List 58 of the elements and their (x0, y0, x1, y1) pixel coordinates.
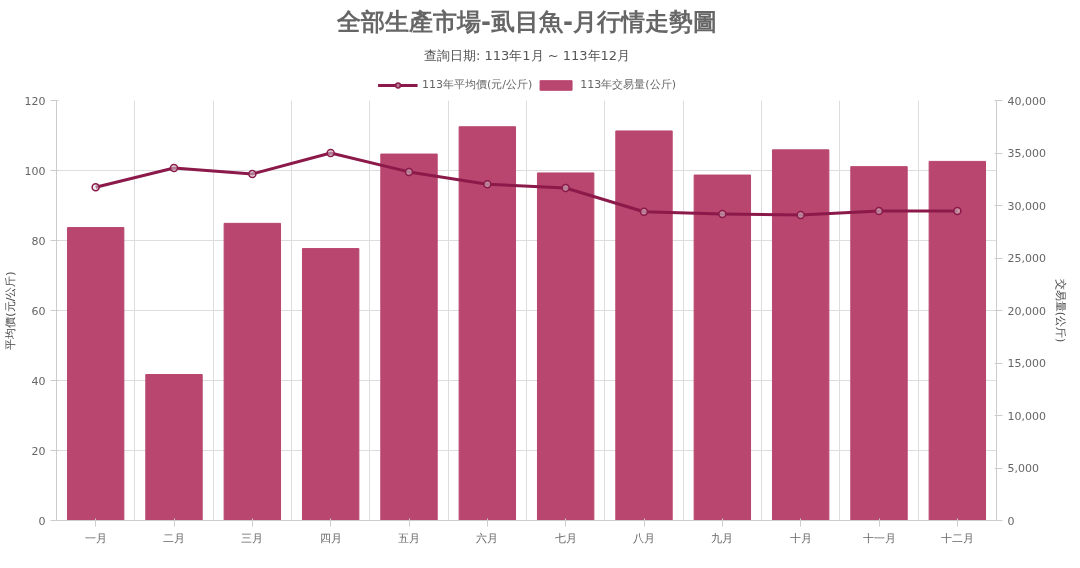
y2-tick-label: 0 (1007, 514, 1015, 528)
bar (223, 222, 282, 521)
point (248, 169, 257, 179)
y-tick-label: 60 (31, 304, 46, 318)
x-tick-label: 六月 (476, 531, 499, 545)
x-tick-label: 十月 (789, 531, 812, 545)
chart-subtitle: 查詢日期: 113年1月 ~ 113年12月 (423, 47, 631, 63)
point (639, 207, 649, 217)
point (718, 209, 727, 219)
y-axis-title: 平均價(元/公斤) (3, 271, 17, 350)
point (483, 179, 492, 189)
y2-axis-title: 交易量(公斤) (1053, 278, 1067, 343)
x-tick-label: 十二月 (940, 531, 974, 545)
point (796, 210, 805, 220)
x-tick-label: 一月 (84, 531, 107, 545)
point (874, 206, 884, 216)
x-tick-label: 二月 (163, 531, 185, 545)
bar (693, 174, 752, 521)
bar (536, 172, 595, 521)
point (169, 163, 179, 173)
x-tick-label: 八月 (633, 531, 655, 545)
x-tick-label: 十一月 (862, 531, 896, 545)
y-tick-label: 20 (31, 444, 46, 458)
bar (928, 160, 987, 521)
y2-tick-label: 25,000 (1007, 252, 1046, 265)
y2-tick-label: 30,000 (1007, 199, 1046, 213)
y2-tick-label: 10,000 (1007, 409, 1046, 423)
bar (615, 130, 673, 521)
y-tick-label: 0 (38, 514, 46, 528)
y-tick-label: 80 (31, 234, 46, 248)
x-tick-label: 三月 (241, 531, 264, 545)
y-tick-label: 100 (24, 164, 46, 178)
bar (380, 153, 438, 521)
bar (458, 126, 517, 521)
y2-tick-label: 5,000 (1007, 462, 1039, 475)
y-tick-label: 120 (24, 94, 46, 108)
y2-tick-label: 20,000 (1007, 304, 1046, 318)
bar (850, 166, 908, 521)
bar (771, 149, 830, 521)
point (91, 183, 100, 192)
x-tick-label: 九月 (711, 531, 734, 545)
x-tick-label: 七月 (554, 531, 577, 545)
chart-title: 全部生產市場-虱目魚-月行情走勢圖 (336, 7, 717, 36)
x-tick-label: 四月 (319, 531, 342, 545)
y2-tick-label: 35,000 (1007, 147, 1046, 160)
point (561, 183, 570, 193)
x-tick-label: 五月 (398, 531, 420, 545)
bar (66, 227, 125, 521)
bar (301, 248, 360, 521)
point (404, 167, 414, 177)
legend-label: 113年平均價(元/公斤) (422, 77, 533, 92)
legend-label: 113年交易量(公斤) (580, 77, 676, 92)
y2-tick-label: 40,000 (1007, 94, 1046, 108)
y-tick-label: 40 (31, 374, 46, 388)
y2-tick-label: 15,000 (1007, 357, 1046, 370)
bar (145, 374, 203, 521)
point (953, 206, 962, 216)
point (326, 148, 335, 158)
